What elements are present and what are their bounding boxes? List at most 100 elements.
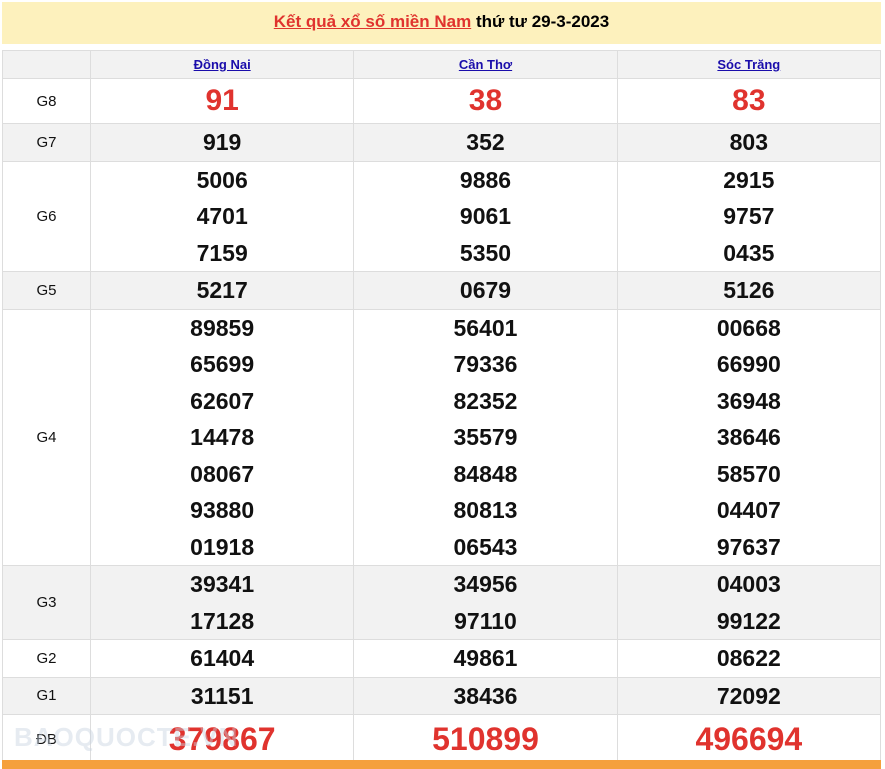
- prize-number: 56401: [453, 314, 518, 341]
- prize-label: G4: [2, 308, 91, 566]
- prize-number: 5126: [723, 277, 775, 303]
- prize-cell: 352: [353, 123, 618, 162]
- prize-number: 31151: [190, 682, 254, 709]
- results-title: Kết quả xổ số miền Nam thứ tư 29-3-2023: [2, 2, 881, 44]
- prize-label: G2: [2, 639, 91, 678]
- prize-number: 38646: [716, 424, 781, 450]
- prize-cell: 803: [616, 123, 882, 162]
- prize-cell: 08622: [616, 639, 882, 678]
- prize-number: 79336: [453, 351, 518, 377]
- prize-cell: 39341 17128: [89, 565, 355, 640]
- prize-number: 49861: [453, 645, 518, 671]
- prize-number: 97637: [716, 533, 781, 560]
- prize-number: 58570: [716, 460, 781, 487]
- prize-number: 0435: [723, 239, 775, 266]
- prize-number: 510899: [432, 721, 539, 757]
- prize-number: 93880: [190, 497, 255, 523]
- province-link[interactable]: Sóc Trăng: [717, 57, 781, 72]
- prize-cell: 38: [353, 78, 618, 124]
- prize-label: G8: [2, 78, 91, 124]
- prize-number: 01918: [190, 533, 255, 560]
- prize-number: 14478: [190, 424, 255, 450]
- prize-number: 99122: [716, 607, 781, 634]
- prize-cell: 04003 99122: [616, 565, 882, 640]
- prize-number: 00668: [716, 314, 781, 341]
- prize-cell: 38436: [353, 676, 618, 715]
- prize-number: 08067: [190, 460, 255, 487]
- prize-number: 17128: [190, 607, 255, 634]
- prize-cell: 56401 79336 82352 35579 84848 80813 06543: [353, 308, 618, 566]
- prize-number: 803: [729, 129, 769, 155]
- prize-number: 06543: [453, 533, 518, 560]
- prize-cell: 72092: [616, 676, 882, 715]
- prize-cell: 00668 66990 36948 38646 58570 04407 97637: [616, 308, 882, 566]
- prize-number: 9757: [723, 203, 775, 229]
- prize-number: 04407: [716, 497, 781, 523]
- prize-number: 66990: [716, 351, 781, 377]
- prize-number: 35579: [453, 424, 518, 450]
- prize-row: G6 5006 4701 7159 9886 9061 5350 2915 9757 0435: [2, 160, 882, 272]
- prize-cell: 83: [616, 78, 882, 124]
- prize-row: G4 89859 65699 62607 14478 08067 93880 01918 564…: [2, 308, 882, 566]
- prize-number: 9886: [459, 166, 512, 193]
- prize-number: 379867: [168, 721, 276, 757]
- prize-number: 352: [466, 129, 505, 155]
- prize-number: 72092: [716, 682, 781, 709]
- prize-number: 496694: [695, 721, 803, 757]
- prize-number: 84848: [453, 460, 518, 487]
- prize-label: G5: [2, 271, 91, 310]
- prize-number: 36948: [716, 387, 781, 414]
- prize-cell: 919: [89, 123, 355, 162]
- prize-cell: 5217: [89, 271, 355, 310]
- corner-cell: [2, 50, 91, 79]
- prize-number: 39341: [190, 571, 255, 597]
- prize-cell: 9886 9061 5350: [353, 160, 618, 272]
- prize-row: G3 39341 17128 34956 97110 04003 99122: [2, 565, 882, 640]
- prize-cell: 34956 97110: [353, 565, 618, 640]
- prize-number: 62607: [190, 387, 255, 414]
- prize-row: G7 919 352 803: [2, 123, 882, 162]
- province-header-row: Đồng Nai Cần Thơ Sóc Trăng: [2, 50, 882, 79]
- prize-number: 5350: [459, 239, 512, 266]
- prize-number: 82352: [453, 387, 518, 414]
- prize-cell: 379867: [89, 714, 355, 764]
- prize-cell: 49861: [353, 639, 618, 678]
- prize-cell: 2915 9757 0435: [616, 160, 882, 272]
- prize-number: 08622: [716, 645, 781, 671]
- province-link[interactable]: Đồng Nai: [193, 57, 251, 72]
- prize-label: G3: [2, 565, 91, 640]
- prize-number: 5006: [196, 166, 248, 193]
- prize-cell: 89859 65699 62607 14478 08067 93880 01918: [89, 308, 355, 566]
- prize-label: ĐB: [2, 714, 91, 764]
- prize-number: 5217: [196, 277, 248, 303]
- footer-bar: [2, 760, 881, 769]
- results-table: Đồng Nai Cần Thơ Sóc Trăng G8 91 38 83 G7 919…: [2, 50, 882, 764]
- prize-cell: 0679: [353, 271, 618, 310]
- province-link[interactable]: Cần Thơ: [458, 57, 513, 72]
- prize-label: G7: [2, 123, 91, 162]
- prize-number: 65699: [190, 351, 255, 377]
- prize-cell: 31151: [89, 676, 355, 715]
- prize-cell: 510899: [353, 714, 618, 764]
- prize-cell: 496694: [616, 714, 882, 764]
- prize-number: 38436: [453, 682, 518, 709]
- prize-row: G2 61404 49861 08622: [2, 639, 882, 678]
- prize-cell: 61404: [89, 639, 355, 678]
- watermark: BAOQUOCTE.VN: [14, 722, 239, 752]
- prize-row: G8 91 38 83: [2, 78, 882, 124]
- prize-number: 919: [202, 129, 242, 155]
- prize-number: 2915: [723, 166, 775, 193]
- results-link[interactable]: Kết quả xổ số miền Nam: [273, 12, 472, 31]
- prize-row: G5 5217 0679 5126: [2, 271, 882, 310]
- prize-cell: 91: [89, 78, 355, 124]
- prize-number: 38: [468, 84, 503, 117]
- prize-number: 9061: [459, 203, 512, 229]
- prize-cell: 5126: [616, 271, 882, 310]
- prize-number: 89859: [190, 314, 255, 341]
- prize-cell: 5006 4701 7159: [89, 160, 355, 272]
- prize-label: G1: [2, 676, 91, 715]
- prize-number: 4701: [196, 203, 248, 229]
- prize-number: 83: [732, 84, 766, 117]
- prize-number: 61404: [190, 645, 255, 671]
- prize-number: 04003: [716, 571, 781, 597]
